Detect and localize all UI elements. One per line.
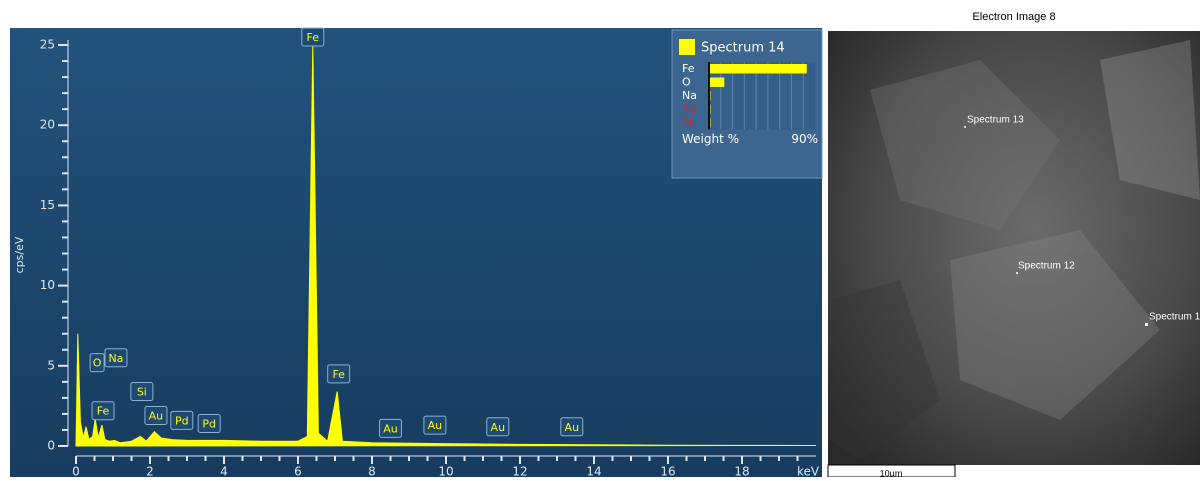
image-title: Electron Image 8 <box>972 11 1055 23</box>
y-axis-label: cps/eV <box>13 236 26 273</box>
y-tick-label: 10 <box>40 278 55 292</box>
peak-label-box <box>104 348 128 368</box>
point-marker <box>1145 323 1148 326</box>
peak-label-box <box>170 410 194 430</box>
bar <box>709 64 807 74</box>
peak-label: O <box>93 357 102 370</box>
y-tick-label: 5 <box>47 358 55 372</box>
peak-label: Pd <box>202 418 216 431</box>
peak-label-box <box>486 417 510 437</box>
peak-label-box <box>327 364 351 384</box>
x-axis-label: Weight % <box>682 132 739 146</box>
x-tick-label: 8 <box>368 465 376 478</box>
peak-label: Au <box>428 419 443 432</box>
peak-label: Au <box>149 410 164 423</box>
peak-label: Au <box>491 421 506 434</box>
spectrum-line <box>75 44 817 447</box>
x-tick-label: 90% <box>791 132 818 146</box>
peak-label-box <box>560 417 584 437</box>
peak-label: Pd <box>175 414 189 427</box>
category-label: O <box>682 75 691 88</box>
peak-label: Au <box>565 421 580 434</box>
peak-label: Si <box>137 385 147 398</box>
point-label: Spectrum 12 <box>1018 261 1075 272</box>
y-tick-label: 15 <box>40 198 55 212</box>
x-tick-label: 10 <box>438 465 453 478</box>
peak-label-box <box>379 418 402 438</box>
peak-label-box <box>130 381 154 401</box>
x-tick-label: 14 <box>586 465 601 478</box>
point-marker <box>964 126 966 128</box>
peak-label-box <box>91 401 115 421</box>
y-tick-label: 0 <box>47 439 55 453</box>
scale-label: 10µm <box>880 468 903 477</box>
point-marker <box>1016 272 1018 274</box>
x-tick-label: 2 <box>146 465 154 478</box>
category-label: Fe <box>682 62 695 75</box>
peak-label: Au <box>383 422 398 435</box>
y-tick-label: 20 <box>40 118 55 132</box>
peak-label: Fe <box>97 405 110 418</box>
x-tick-label: 4 <box>220 465 228 478</box>
legend-title: Spectrum 14 <box>701 41 785 56</box>
point-label: Spectrum 13 <box>967 115 1024 126</box>
peak-label-box <box>144 406 168 426</box>
peak-label-box <box>197 414 221 434</box>
category-label: Si <box>682 116 692 129</box>
legend-swatch <box>679 39 695 55</box>
x-tick-label: 12 <box>512 465 527 478</box>
bar <box>709 77 725 87</box>
x-tick-label: 6 <box>294 465 302 478</box>
x-tick-label: 18 <box>734 465 749 478</box>
peak-label: Fe <box>332 368 345 381</box>
x-tick-label: 16 <box>660 465 675 478</box>
x-axis-label: keV <box>797 465 820 478</box>
peak-label: Na <box>108 352 123 365</box>
peak-label-box <box>423 415 447 435</box>
point-label: Spectrum 14 <box>1149 312 1200 323</box>
category-label: Pd <box>682 102 696 115</box>
y-tick-label: 25 <box>40 38 55 52</box>
peak-label: Fe <box>307 31 320 44</box>
peak-label-box <box>301 27 325 47</box>
category-label: Na <box>682 89 697 102</box>
peak-label-box <box>89 353 105 373</box>
electron-image <box>828 31 1200 465</box>
texture <box>830 40 1200 460</box>
x-tick-label: 0 <box>72 465 80 478</box>
